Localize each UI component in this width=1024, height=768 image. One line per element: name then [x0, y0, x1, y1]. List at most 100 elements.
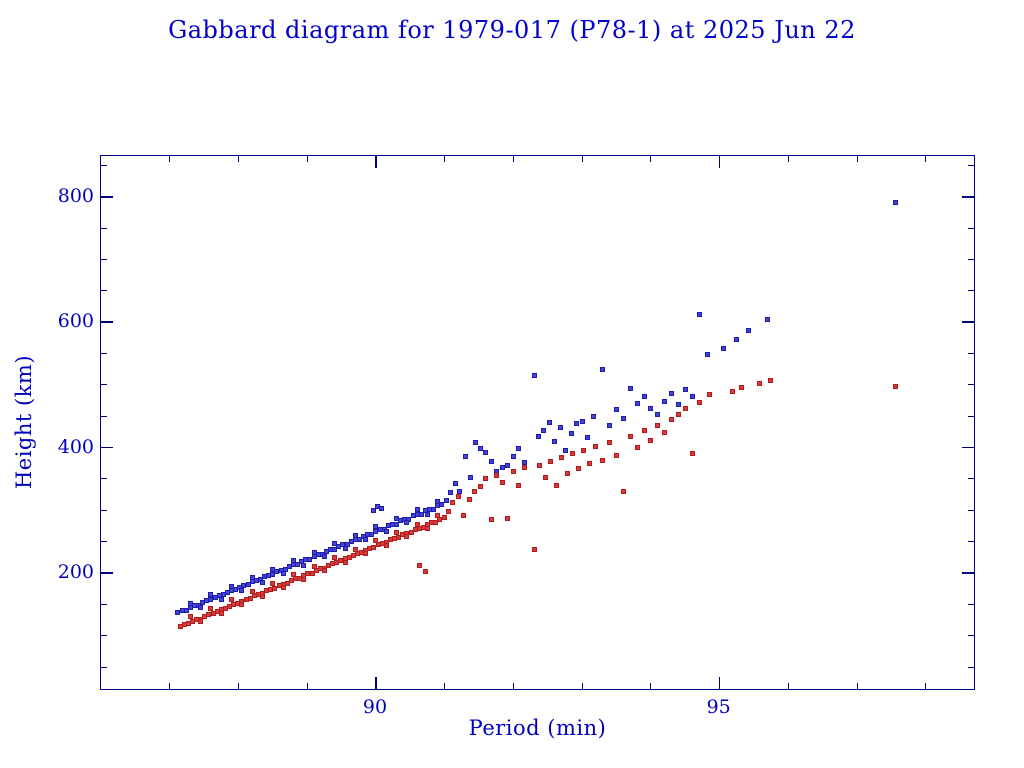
x-major-tick — [718, 156, 721, 168]
y-tick-label: 200 — [57, 560, 94, 583]
perigee-height-point — [417, 562, 423, 568]
y-minor-tick — [101, 258, 107, 260]
perigee-height-point — [270, 580, 276, 586]
y-major-tick — [962, 196, 974, 198]
perigee-height-point — [477, 483, 483, 489]
perigee-height-point — [272, 586, 278, 592]
y-minor-tick — [101, 541, 107, 543]
y-minor-tick — [101, 164, 107, 166]
apogee-height-point — [370, 507, 376, 513]
apogee-height-point — [229, 583, 235, 589]
y-minor-tick — [101, 353, 107, 355]
perigee-height-point — [607, 440, 613, 446]
apogee-height-point — [183, 608, 189, 614]
perigee-height-point — [581, 447, 587, 453]
apogee-height-point — [321, 554, 327, 560]
apogee-height-point — [734, 337, 740, 343]
perigee-height-point — [208, 605, 214, 611]
apogee-height-point — [557, 425, 563, 431]
perigee-height-point — [260, 593, 266, 599]
x-minor-tick — [169, 683, 171, 689]
perigee-height-point — [559, 455, 565, 461]
apogee-height-point — [239, 588, 245, 594]
x-minor-tick — [925, 156, 927, 162]
y-minor-tick — [968, 164, 974, 166]
apogee-height-point — [208, 591, 214, 597]
x-major-tick — [375, 677, 377, 689]
apogee-height-point — [620, 416, 626, 422]
apogee-height-point — [218, 596, 224, 602]
apogee-height-point — [521, 460, 527, 466]
apogee-height-point — [600, 366, 606, 372]
y-major-tick — [101, 196, 113, 198]
y-minor-tick — [101, 603, 107, 605]
perigee-height-point — [218, 610, 224, 616]
x-minor-tick — [581, 156, 583, 162]
y-minor-tick — [968, 541, 974, 543]
perigee-height-point — [620, 488, 626, 494]
apogee-height-point — [373, 524, 379, 530]
apogee-height-point — [187, 600, 193, 606]
apogee-height-point — [505, 462, 511, 468]
apogee-height-point — [488, 458, 494, 464]
perigee-height-point — [472, 488, 478, 494]
apogee-height-point — [579, 418, 585, 424]
apogee-height-point — [696, 311, 702, 317]
points-layer — [101, 156, 974, 689]
perigee-height-point — [521, 465, 527, 471]
x-minor-tick — [856, 156, 858, 162]
perigee-height-point — [284, 581, 290, 587]
perigee-height-point — [548, 458, 554, 464]
y-minor-tick — [968, 666, 974, 668]
perigee-height-point — [280, 584, 286, 590]
perigee-height-point — [249, 589, 255, 595]
x-major-tick — [375, 156, 377, 168]
y-minor-tick — [101, 227, 107, 229]
perigee-height-point — [373, 537, 379, 543]
perigee-height-point — [893, 384, 899, 390]
y-minor-tick — [101, 666, 107, 668]
apogee-height-point — [457, 488, 463, 494]
perigee-height-point — [441, 515, 447, 521]
perigee-height-point — [729, 389, 735, 395]
perigee-height-point — [247, 596, 253, 602]
x-minor-tick — [650, 156, 652, 162]
apogee-height-point — [383, 529, 389, 535]
apogee-height-point — [270, 566, 276, 572]
perigee-height-point — [332, 555, 338, 561]
y-minor-tick — [968, 603, 974, 605]
apogee-height-point — [332, 546, 338, 552]
apogee-height-point — [535, 433, 541, 439]
x-minor-tick — [787, 683, 789, 689]
apogee-height-point — [893, 199, 899, 205]
apogee-height-point — [414, 507, 420, 513]
y-tick-label: 400 — [57, 435, 94, 458]
x-axis-label: Period (min) — [468, 716, 607, 740]
y-minor-tick — [968, 290, 974, 292]
apogee-height-point — [447, 490, 453, 496]
apogee-height-point — [208, 597, 214, 603]
perigee-height-point — [510, 468, 516, 474]
perigee-height-point — [662, 430, 668, 436]
perigee-height-point — [371, 545, 377, 551]
perigee-height-point — [483, 476, 489, 482]
perigee-height-point — [450, 500, 456, 506]
perigee-height-point — [301, 576, 307, 582]
x-minor-tick — [169, 156, 171, 162]
apogee-height-point — [394, 521, 400, 527]
y-minor-tick — [968, 227, 974, 229]
apogee-height-point — [477, 446, 483, 452]
perigee-height-point — [239, 601, 245, 607]
perigee-height-point — [634, 445, 640, 451]
y-minor-tick — [968, 258, 974, 260]
x-minor-tick — [856, 683, 858, 689]
perigee-height-point — [404, 534, 410, 540]
perigee-height-point — [682, 406, 688, 412]
apogee-height-point — [404, 520, 410, 526]
perigee-height-point — [321, 567, 327, 573]
apogee-height-point — [462, 454, 468, 460]
apogee-height-point — [452, 481, 458, 487]
perigee-height-point — [739, 384, 745, 390]
apogee-height-point — [655, 412, 661, 418]
